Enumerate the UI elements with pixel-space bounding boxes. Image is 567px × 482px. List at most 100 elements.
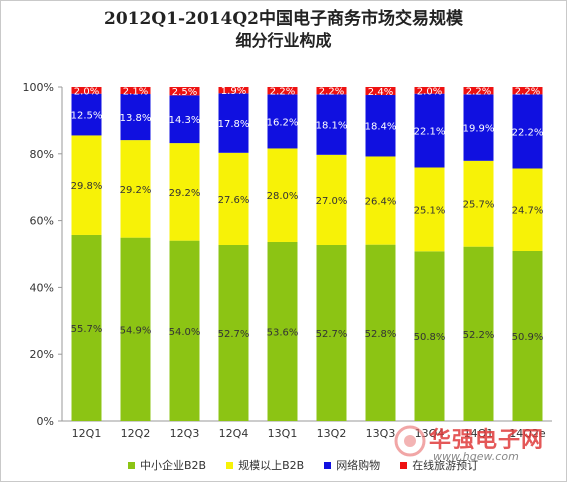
y-tick-label: 40% bbox=[30, 281, 54, 294]
bar-segment bbox=[71, 135, 102, 235]
bar-segment bbox=[120, 87, 151, 95]
data-label: 54.0% bbox=[169, 327, 201, 338]
data-label: 29.8% bbox=[71, 181, 103, 192]
data-label: 22.2% bbox=[512, 127, 544, 138]
bar-segment bbox=[218, 87, 249, 94]
data-label: 2.5% bbox=[172, 87, 197, 98]
bar-segment bbox=[169, 143, 200, 241]
x-tick-label: 14Q2e bbox=[509, 427, 546, 440]
bar-segment bbox=[218, 244, 249, 421]
x-tick-label: 13Q3 bbox=[366, 427, 396, 440]
y-tick-label: 80% bbox=[30, 148, 54, 161]
data-label: 14.3% bbox=[169, 115, 201, 126]
legend-label-b2b-large: 规模以上B2B bbox=[238, 459, 305, 472]
data-label: 54.9% bbox=[120, 325, 152, 336]
data-label: 52.7% bbox=[316, 329, 348, 340]
data-label: 52.7% bbox=[218, 329, 250, 340]
legend-label-online-shopping: 网络购物 bbox=[336, 459, 381, 472]
bar-segment bbox=[316, 94, 347, 155]
bar-segment bbox=[316, 154, 347, 245]
data-label: 16.2% bbox=[267, 117, 299, 128]
bar-segment bbox=[120, 237, 151, 421]
bar-segment bbox=[365, 244, 396, 421]
bar-segment bbox=[463, 87, 494, 95]
legend-item-online-shopping: 网络购物 bbox=[324, 458, 380, 472]
data-label: 50.9% bbox=[512, 332, 544, 343]
x-tick-label: 12Q1 bbox=[72, 427, 102, 440]
data-label: 50.8% bbox=[414, 332, 446, 343]
x-tick-label: 14Q1 bbox=[464, 427, 494, 440]
bar-segment bbox=[365, 156, 396, 245]
bar-segment bbox=[71, 87, 102, 94]
legend-label-online-travel: 在线旅游预订 bbox=[412, 459, 479, 472]
data-label: 2.0% bbox=[74, 86, 99, 97]
bar-segment bbox=[267, 94, 298, 149]
x-tick-label: 13Q2 bbox=[317, 427, 347, 440]
chart-legend: 中小企业B2B 规模以上B2B 网络购物 在线旅游预订 bbox=[128, 458, 478, 472]
bar-segment bbox=[463, 246, 494, 421]
data-label: 22.1% bbox=[414, 127, 446, 138]
chart-title-line1: 2012Q1-2014Q2中国电子商务市场交易规模 bbox=[104, 9, 463, 29]
watermark-text: 华强电子网 bbox=[429, 428, 545, 453]
y-tick-label: 0% bbox=[37, 415, 54, 428]
y-tick-label: 100% bbox=[23, 81, 54, 94]
bar-segment bbox=[71, 93, 102, 136]
y-tick-label: 60% bbox=[30, 215, 54, 228]
data-label: 29.2% bbox=[120, 185, 152, 196]
chart-title: 2012Q1-2014Q2中国电子商务市场交易规模 细分行业构成 bbox=[0, 8, 567, 52]
bar-segment bbox=[512, 250, 543, 421]
y-tick-label: 20% bbox=[30, 348, 54, 361]
legend-swatch-online-travel bbox=[400, 461, 408, 469]
bar-segment bbox=[316, 87, 347, 95]
data-label: 28.0% bbox=[267, 191, 299, 202]
watermark-url: www.hqew.com bbox=[433, 450, 519, 463]
bar-segment bbox=[414, 167, 445, 252]
bar-segment bbox=[414, 251, 445, 421]
bar-segment bbox=[316, 244, 347, 421]
bar-segment bbox=[71, 234, 102, 421]
bar-segment bbox=[414, 87, 445, 94]
legend-item-b2b-large: 规模以上B2B bbox=[226, 458, 304, 472]
bar-segment bbox=[120, 94, 151, 141]
data-label: 52.8% bbox=[365, 329, 397, 340]
bar-segment bbox=[463, 94, 494, 161]
data-label: 27.0% bbox=[316, 196, 348, 207]
bar-segment bbox=[267, 241, 298, 421]
legend-swatch-b2b-large bbox=[226, 461, 234, 469]
bar-segment bbox=[218, 152, 249, 245]
bar-segment bbox=[169, 87, 200, 96]
legend-swatch-b2b-sme bbox=[128, 461, 135, 469]
data-label: 2.2% bbox=[270, 87, 295, 98]
x-tick-label: 12Q3 bbox=[170, 427, 200, 440]
data-label: 2.1% bbox=[123, 87, 148, 98]
bar-segment bbox=[512, 168, 543, 251]
data-label: 24.7% bbox=[512, 206, 544, 217]
data-label: 13.8% bbox=[120, 113, 152, 124]
data-label: 2.2% bbox=[466, 87, 491, 98]
data-label: 18.4% bbox=[365, 122, 397, 133]
data-label: 55.7% bbox=[71, 324, 103, 335]
data-label: 25.1% bbox=[414, 205, 446, 216]
bar-segment bbox=[414, 93, 445, 168]
bar-segment bbox=[365, 95, 396, 157]
data-label: 52.2% bbox=[463, 330, 495, 341]
legend-item-b2b-sme: 中小企业B2B bbox=[128, 458, 206, 472]
data-label: 1.9% bbox=[221, 86, 246, 97]
bar-segment bbox=[169, 95, 200, 144]
bar-segment bbox=[120, 140, 151, 238]
x-tick-label: 12Q2 bbox=[121, 427, 151, 440]
x-tick-label: 13Q1 bbox=[268, 427, 298, 440]
data-label: 2.4% bbox=[368, 87, 393, 98]
data-label: 53.6% bbox=[267, 327, 299, 338]
legend-swatch-online-shopping bbox=[324, 461, 332, 469]
data-label: 19.9% bbox=[463, 124, 495, 135]
data-label: 2.0% bbox=[417, 86, 442, 97]
data-label: 2.2% bbox=[319, 87, 344, 98]
bar-segment bbox=[512, 94, 543, 169]
bar-segment bbox=[267, 148, 298, 242]
bar-segment bbox=[218, 93, 249, 153]
watermark: 华强电子网 www.hqew.com bbox=[389, 420, 559, 468]
data-label: 2.2% bbox=[515, 87, 540, 98]
legend-item-online-travel: 在线旅游预订 bbox=[400, 458, 478, 472]
